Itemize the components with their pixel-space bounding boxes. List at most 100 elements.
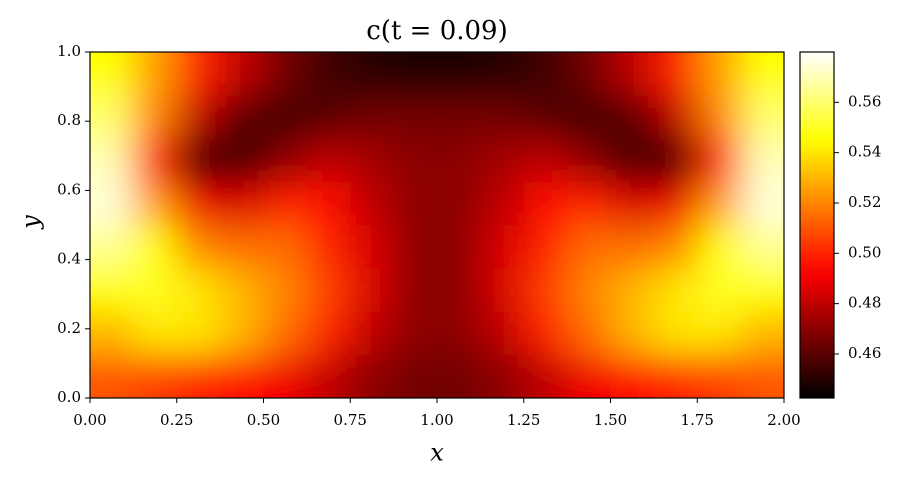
heat-cell bbox=[176, 95, 221, 139]
heat-cell bbox=[176, 138, 221, 183]
cells bbox=[90, 52, 784, 398]
heat-cell bbox=[176, 354, 221, 398]
heat-cell bbox=[350, 138, 395, 183]
heat-cell bbox=[220, 52, 264, 96]
y-tick-label: 0.0 bbox=[57, 388, 81, 406]
heat-cell bbox=[740, 354, 784, 398]
x-tick-label: 1.25 bbox=[507, 411, 540, 429]
heat-cell bbox=[523, 181, 568, 226]
heat-cell bbox=[220, 181, 264, 226]
colorbar bbox=[799, 51, 835, 399]
heat-cell bbox=[610, 138, 655, 183]
heat-cell bbox=[306, 354, 351, 398]
heat-cell bbox=[567, 138, 611, 183]
colorbar-tick-label: 0.46 bbox=[848, 344, 881, 362]
heat-cell bbox=[567, 354, 611, 398]
x-tick-label: 2.00 bbox=[767, 411, 800, 429]
heat-cell bbox=[740, 95, 784, 139]
x-tick-label: 0.75 bbox=[334, 411, 367, 429]
heat-cell bbox=[220, 354, 264, 398]
heat-cell bbox=[523, 138, 568, 183]
heat-cell bbox=[306, 181, 351, 226]
heat-cell bbox=[133, 181, 178, 226]
heat-cell bbox=[437, 268, 481, 312]
heat-cell bbox=[90, 268, 134, 312]
y-tick-label: 0.2 bbox=[57, 319, 81, 337]
heat-cell bbox=[653, 225, 698, 269]
heat-cell bbox=[220, 225, 264, 269]
x-tick-label: 1.50 bbox=[594, 411, 627, 429]
heat-cell bbox=[437, 225, 481, 269]
y-tick-label: 0.4 bbox=[57, 250, 81, 268]
heat-cell bbox=[350, 225, 395, 269]
heat-cell bbox=[697, 181, 742, 226]
heat-cell bbox=[263, 225, 308, 269]
heat-cell bbox=[393, 225, 438, 269]
heat-cell bbox=[567, 225, 611, 269]
heat-cell bbox=[263, 52, 308, 96]
heat-cell bbox=[480, 311, 525, 356]
heat-cell bbox=[740, 138, 784, 183]
heat-cell bbox=[176, 181, 221, 226]
heat-cell bbox=[480, 138, 525, 183]
heat-cell bbox=[740, 52, 784, 96]
heat-cell bbox=[133, 268, 178, 312]
heat-cell bbox=[263, 95, 308, 139]
heat-cell bbox=[176, 52, 221, 96]
heat-cell bbox=[697, 225, 742, 269]
heat-cell bbox=[263, 311, 308, 356]
heat-cell bbox=[697, 311, 742, 356]
heat-cell bbox=[437, 95, 481, 139]
heat-cell bbox=[610, 52, 655, 96]
heat-cell bbox=[437, 181, 481, 226]
heat-cell bbox=[90, 354, 134, 398]
heat-cell bbox=[393, 181, 438, 226]
heat-cell bbox=[133, 354, 178, 398]
heat-cell bbox=[697, 268, 742, 312]
heat-cell bbox=[437, 311, 481, 356]
heat-cell bbox=[306, 311, 351, 356]
colorbar-tick-label: 0.48 bbox=[848, 294, 881, 312]
y-tick-label: 0.6 bbox=[57, 180, 81, 198]
heat-cell bbox=[133, 225, 178, 269]
heat-cell bbox=[523, 225, 568, 269]
heat-cell bbox=[567, 181, 611, 226]
heat-cell bbox=[567, 311, 611, 356]
heat-cell bbox=[610, 311, 655, 356]
heat-cell bbox=[567, 95, 611, 139]
heat-cell bbox=[133, 311, 178, 356]
heat-cell bbox=[393, 138, 438, 183]
heat-cell bbox=[610, 181, 655, 226]
x-axis-label: x bbox=[430, 439, 444, 467]
x-tick-label: 0.25 bbox=[160, 411, 193, 429]
heat-cell bbox=[523, 354, 568, 398]
heat-cell bbox=[653, 181, 698, 226]
heat-cell bbox=[220, 311, 264, 356]
heat-cell bbox=[610, 225, 655, 269]
heat-cell bbox=[220, 95, 264, 139]
heatmap bbox=[90, 52, 784, 398]
heat-cell bbox=[350, 354, 395, 398]
heat-cell bbox=[610, 268, 655, 312]
heat-cell bbox=[393, 311, 438, 356]
chart-title: c(t = 0.09) bbox=[366, 16, 508, 46]
heat-cell bbox=[220, 138, 264, 183]
heat-cell bbox=[350, 311, 395, 356]
heat-cell bbox=[90, 311, 134, 356]
heat-cell bbox=[263, 181, 308, 226]
heat-cell bbox=[133, 52, 178, 96]
heat-cell bbox=[523, 95, 568, 139]
heat-cell bbox=[90, 95, 134, 139]
heat-cell bbox=[306, 225, 351, 269]
heat-cell bbox=[306, 95, 351, 139]
heat-cell bbox=[350, 181, 395, 226]
heat-cell bbox=[480, 268, 525, 312]
colorbar-tick-label: 0.52 bbox=[848, 193, 881, 211]
heat-cell bbox=[133, 138, 178, 183]
heat-cell bbox=[263, 138, 308, 183]
x-tick-label: 1.75 bbox=[681, 411, 714, 429]
heat-cell bbox=[350, 268, 395, 312]
heat-cell bbox=[697, 52, 742, 96]
heat-cell bbox=[263, 268, 308, 312]
heat-cell bbox=[133, 95, 178, 139]
